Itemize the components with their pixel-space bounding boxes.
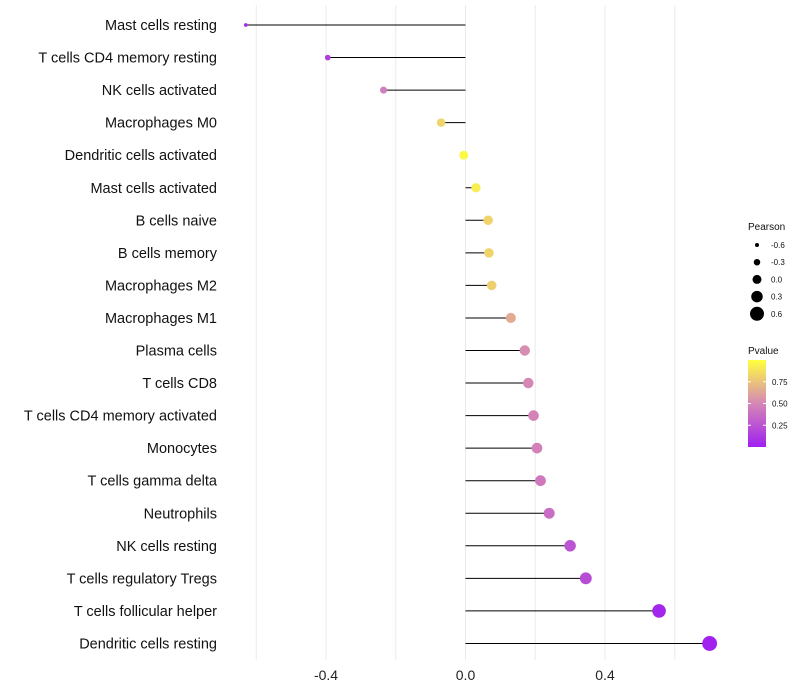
lollipop-point: [436, 118, 446, 127]
category-label: Macrophages M1: [105, 311, 217, 327]
category-label: Plasma cells: [136, 344, 217, 360]
x-tick-label: 0.0: [456, 667, 476, 683]
pvalue-legend-title: Pvalue: [748, 346, 779, 357]
category-label: T cells CD4 memory resting: [38, 51, 217, 67]
lollipop-point: [652, 604, 666, 618]
category-label: Mast cells activated: [90, 181, 217, 197]
lollipop-point: [564, 540, 576, 552]
lollipop-point: [459, 150, 469, 160]
pearson-size-legend: Pearson -0.6 -0.3 0.0 0.3 0.6: [748, 222, 785, 321]
category-label: T cells CD4 memory activated: [24, 409, 217, 425]
y-axis-category-labels: Mast cells resting T cells CD4 memory res…: [24, 18, 218, 652]
x-axis-tick-labels: -0.4 0.0 0.4: [314, 667, 615, 683]
pvalue-tick-label: 0.75: [772, 378, 788, 387]
lollipop-point: [483, 215, 493, 226]
category-label: Dendritic cells resting: [79, 636, 217, 652]
lollipop-points: [243, 23, 718, 651]
lollipop-point: [528, 410, 539, 421]
pearson-legend-label: -0.3: [771, 258, 785, 267]
grid-lines: [255, 5, 676, 660]
lollipop-point: [702, 636, 718, 651]
pearson-legend-title: Pearson: [748, 222, 785, 233]
category-label: T cells follicular helper: [74, 604, 217, 620]
category-label: B cells memory: [118, 246, 218, 262]
lollipop-point: [243, 23, 248, 27]
pearson-legend-label: 0.3: [771, 293, 783, 302]
lollipop-point: [471, 183, 481, 193]
category-label: T cells CD8: [142, 376, 217, 392]
category-label: Mast cells resting: [105, 18, 217, 34]
category-label: T cells gamma delta: [88, 474, 218, 490]
x-tick-label: -0.4: [314, 667, 338, 683]
pearson-legend-label: -0.6: [771, 241, 785, 250]
pvalue-colorbar: [748, 360, 766, 447]
category-label: NK cells activated: [102, 83, 217, 99]
category-label: Macrophages M0: [105, 116, 217, 132]
lollipop-point: [543, 507, 555, 519]
category-label: Dendritic cells activated: [65, 148, 217, 164]
lollipop-segments: [245, 24, 710, 644]
pearson-legend-point: [753, 258, 761, 266]
category-label: Neutrophils: [144, 506, 217, 522]
pearson-legend-label: 0.0: [771, 275, 783, 284]
lollipop-point: [531, 442, 543, 454]
pearson-legend-point: [755, 243, 759, 247]
lollipop-point: [519, 345, 530, 356]
lollipop-point: [324, 54, 331, 61]
pvalue-tick-label: 0.25: [772, 421, 788, 430]
lollipop-point: [579, 572, 592, 585]
lollipop-point: [486, 280, 497, 291]
lollipop-point: [523, 377, 534, 389]
pearson-legend-point: [752, 274, 762, 284]
lollipop-point: [380, 86, 388, 94]
x-tick-label: 0.4: [595, 667, 615, 683]
pvalue-tick-label: 0.50: [772, 400, 788, 409]
pearson-legend-label: 0.6: [771, 310, 783, 319]
category-label: B cells naive: [136, 213, 217, 229]
pearson-legend-point: [750, 306, 764, 321]
lollipop-point: [484, 248, 494, 258]
category-label: T cells regulatory Tregs: [67, 571, 217, 587]
category-label: Monocytes: [147, 441, 217, 457]
category-label: NK cells resting: [116, 539, 217, 555]
lollipop-point: [505, 312, 516, 323]
category-label: Macrophages M2: [105, 278, 217, 294]
lollipop-point: [535, 475, 546, 487]
pvalue-color-legend: Pvalue 0.75 0.50 0.25: [748, 346, 788, 447]
pearson-legend-point: [751, 290, 763, 303]
